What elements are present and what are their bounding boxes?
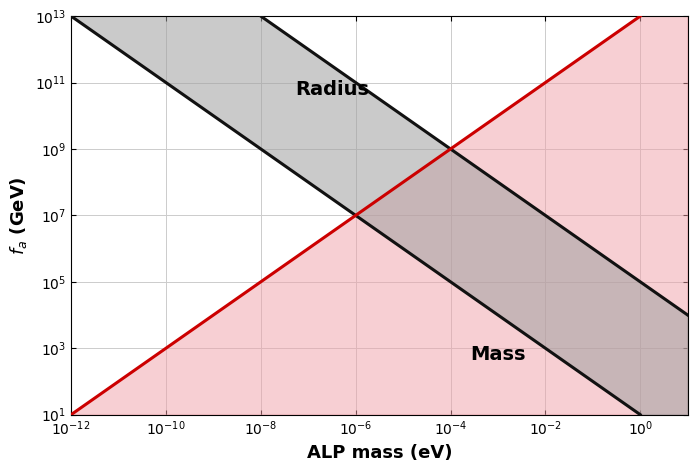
Text: Radius: Radius <box>295 80 369 99</box>
Polygon shape <box>71 16 688 415</box>
Y-axis label: $f_a$ (GeV): $f_a$ (GeV) <box>8 176 29 255</box>
Polygon shape <box>71 16 688 415</box>
X-axis label: ALP mass (eV): ALP mass (eV) <box>307 444 452 462</box>
Text: Mass: Mass <box>470 345 525 364</box>
